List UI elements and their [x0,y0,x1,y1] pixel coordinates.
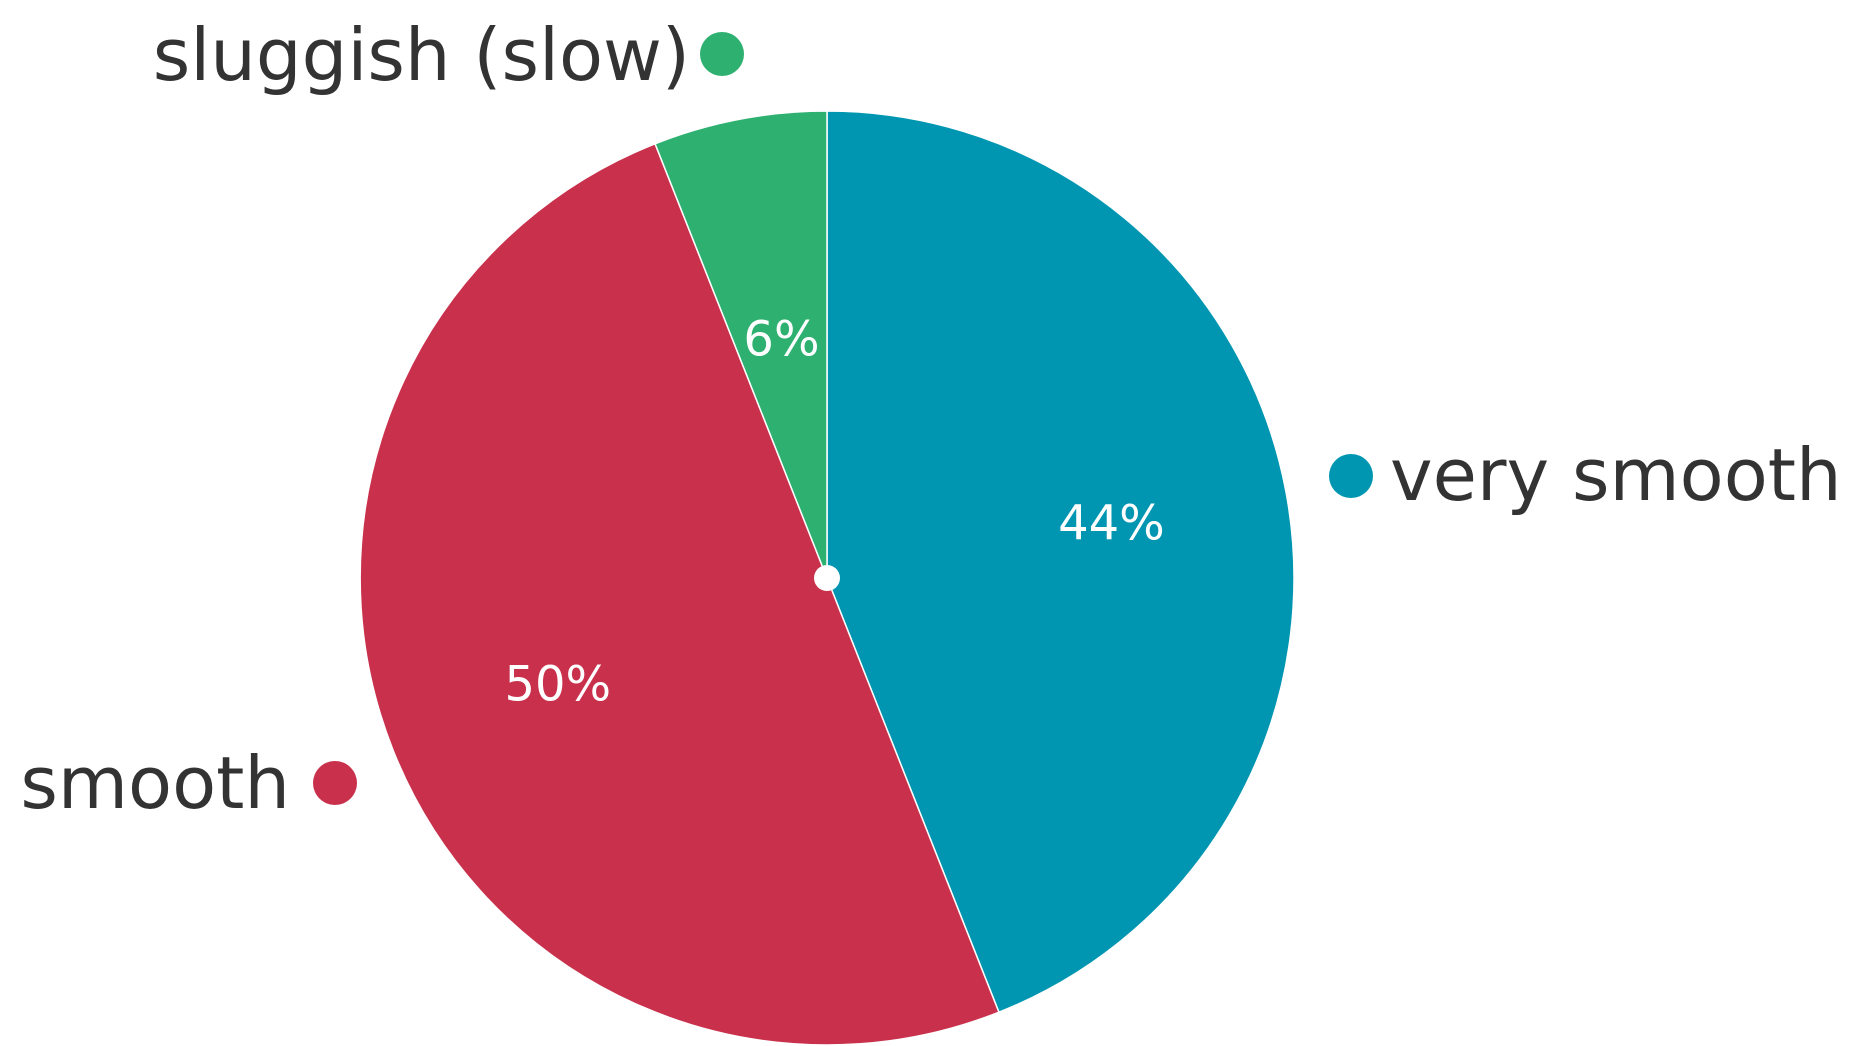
legend-item-smooth: smooth [20,741,357,825]
slice-labels-layer: 44% 50% 6% [504,311,1164,712]
slices-layer [359,110,1295,1046]
legend-label-sluggish-slow: sluggish (slow) [153,13,690,97]
legend-item-very-smooth: very smooth [1329,433,1842,517]
legend-dot-very-smooth [1329,454,1373,498]
slice-label-smooth: 50% [504,657,611,713]
legend-label-smooth: smooth [20,741,290,825]
legend-dot-smooth [313,761,357,805]
slice-label-very-smooth: 44% [1058,496,1165,552]
legend-dot-sluggish-slow [700,32,744,76]
legend-layer: very smooth smooth sluggish (slow) [20,13,1841,825]
slice-label-sluggish-slow: 6% [743,311,819,367]
pie-slice-sluggish-slow [654,110,828,579]
legend-item-sluggish-slow: sluggish (slow) [153,13,744,97]
pie-slice-very-smooth [826,110,1295,1014]
pie-slice-smooth [359,142,1000,1046]
center-dot [814,565,840,591]
legend-label-very-smooth: very smooth [1390,433,1842,517]
